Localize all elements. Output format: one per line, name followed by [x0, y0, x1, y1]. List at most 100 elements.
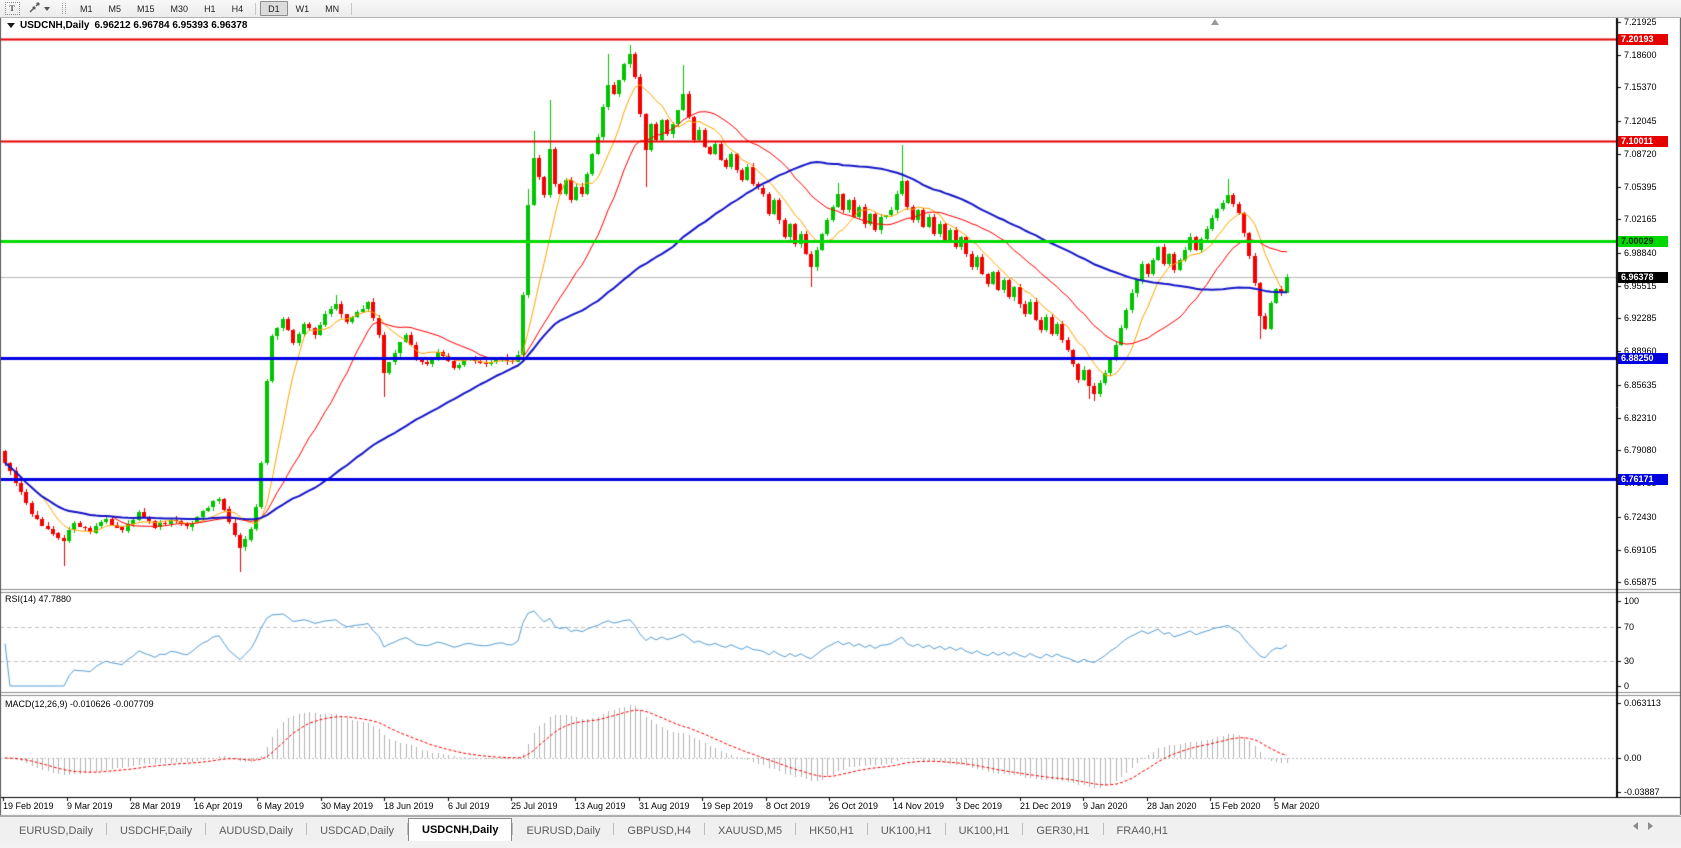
dropdown-caret-icon — [44, 6, 50, 11]
time-axis-label: 19 Sep 2019 — [702, 801, 754, 811]
rsi-scale-tick: 100 — [1624, 596, 1640, 606]
chart-tab-usdchf-daily[interactable]: USDCHF,Daily — [119, 825, 193, 837]
chart-tab-eurusd-daily[interactable]: EURUSD,Daily — [526, 825, 601, 837]
tab-separator — [1102, 823, 1104, 835]
level-line-label: 7.10011 — [1618, 136, 1668, 147]
time-axis-label: 9 Mar 2019 — [67, 801, 113, 811]
timeframe-button-mn[interactable]: MN — [325, 3, 340, 14]
time-axis-label: 18 Jun 2019 — [384, 801, 434, 811]
rsi-scale-tick: 30 — [1624, 656, 1635, 666]
price-axis-tick: 7.21925 — [1624, 17, 1657, 27]
price-axis-tick: 6.88960 — [1624, 346, 1657, 356]
timeframe-button-m15[interactable]: M15 — [137, 3, 155, 14]
chart-tab-bar: EURUSD,Daily USDCHF,Daily AUDUSD,Daily USDC… — [0, 816, 1681, 842]
macd-scale-tick: -0.03887 — [1624, 787, 1660, 797]
price-axis-tick: 6.95515 — [1624, 281, 1657, 291]
tab-separator — [866, 823, 868, 835]
price-axis-tick: 7.02165 — [1624, 214, 1657, 224]
chart-tab-usdcnh-daily[interactable]: USDCNH,Daily — [408, 818, 513, 842]
time-axis-label: 3 Dec 2019 — [956, 801, 1003, 811]
chart-shift-marker-icon[interactable] — [1211, 19, 1219, 25]
timeframe-button-m1[interactable]: M1 — [80, 3, 93, 14]
current-price-label: 6.96378 — [1618, 272, 1668, 283]
time-axis-label: 15 Feb 2020 — [1210, 801, 1261, 811]
tab-separator — [512, 823, 514, 835]
time-axis-label: 21 Dec 2019 — [1020, 801, 1072, 811]
time-axis-label: 19 Feb 2019 — [3, 801, 54, 811]
chart-header: USDCNH,Daily 6.96212 6.96784 6.95393 6.9… — [7, 20, 247, 31]
level-line-label: 6.88250 — [1618, 353, 1668, 364]
time-axis-label: 9 Jan 2020 — [1083, 801, 1128, 811]
ohlc-values: 6.96212 6.96784 6.95393 6.96378 — [94, 20, 248, 31]
chart-tab-gbpusd-h4[interactable]: GBPUSD,H4 — [627, 825, 691, 837]
chart-tab-eurusd-daily[interactable]: EURUSD,Daily — [19, 825, 93, 837]
time-axis-label: 8 Oct 2019 — [766, 801, 811, 811]
tab-separator — [613, 823, 615, 835]
price-axis-tick: 6.85635 — [1624, 380, 1657, 390]
price-axis-tick: 6.69105 — [1624, 545, 1657, 555]
time-axis-label: 6 Jul 2019 — [448, 801, 490, 811]
price-axis-tick: 6.79080 — [1624, 445, 1657, 455]
level-line-label: 7.20193 — [1618, 34, 1668, 45]
chart-menu-triangle-icon[interactable] — [7, 23, 15, 28]
timeframe-button-h4[interactable]: H4 — [231, 3, 244, 14]
tab-separator — [703, 823, 705, 835]
arrows-tool-button[interactable] — [25, 1, 53, 16]
time-axis-label: 31 Aug 2019 — [639, 801, 690, 811]
chart-tab-uk100-h1[interactable]: UK100,H1 — [958, 825, 1010, 837]
toolbar-separator — [351, 2, 353, 15]
chart-tab-uk100-h1[interactable]: UK100,H1 — [880, 825, 932, 837]
level-line-label: 7.00029 — [1618, 236, 1668, 247]
top-toolbar: T M1 M5 M15 M30 H1 H4 D1 W1 MN — [0, 0, 1681, 18]
toolbar-separator — [255, 2, 257, 15]
price-axis-tick: 6.82310 — [1624, 413, 1657, 423]
tabs-scroll-right-icon[interactable] — [1648, 822, 1653, 830]
price-axis-tick: 7.18600 — [1624, 50, 1657, 60]
rsi-scale-tick: 0 — [1624, 681, 1630, 691]
macd-scale-tick: 0.063113 — [1624, 698, 1661, 708]
tab-scroll-controls — [1633, 822, 1653, 830]
text-tool-icon: T — [4, 2, 20, 15]
toolbar-grip[interactable] — [62, 3, 66, 14]
timeframe-button-m5[interactable]: M5 — [108, 3, 122, 14]
tabs-scroll-left-icon[interactable] — [1633, 822, 1638, 830]
time-axis-label: 30 May 2019 — [321, 801, 374, 811]
time-axis-label: 25 Jul 2019 — [511, 801, 558, 811]
time-axis-label: 13 Aug 2019 — [575, 801, 626, 811]
chart-tab-fra40-h1[interactable]: FRA40,H1 — [1116, 825, 1168, 837]
tab-separator — [944, 823, 946, 835]
timeframe-button-d1[interactable]: D1 — [260, 1, 288, 16]
price-axis-tick: 6.65875 — [1624, 577, 1657, 587]
price-axis-tick: 6.92285 — [1624, 313, 1657, 323]
tab-separator — [1022, 823, 1024, 835]
time-axis-label: 16 Apr 2019 — [194, 801, 243, 811]
chart-tab-audusd-daily[interactable]: AUDUSD,Daily — [219, 825, 294, 837]
time-axis-label: 5 Mar 2020 — [1274, 801, 1320, 811]
rsi-indicator-label: RSI(14) 47.7880 — [5, 594, 72, 604]
arrows-tool-icon — [28, 1, 41, 16]
timeframe-button-h1[interactable]: H1 — [204, 3, 216, 14]
timeframe-button-w1[interactable]: W1 — [295, 3, 310, 14]
text-label-tool-button[interactable]: T — [1, 2, 23, 16]
price-axis-tick: 7.15370 — [1624, 82, 1657, 92]
chart-tab-hk50-h1[interactable]: HK50,H1 — [809, 825, 854, 837]
tab-separator — [795, 823, 797, 835]
tab-separator — [306, 823, 308, 835]
timeframe-button-group: M1 M5 M15 M30 H1 H4 D1 W1 MN — [72, 1, 356, 16]
level-line-label: 6.76171 — [1618, 474, 1668, 485]
chart-tab-xauusd-m5[interactable]: XAUUSD,M5 — [717, 825, 783, 837]
timeframe-button-m30[interactable]: M30 — [170, 3, 189, 14]
tab-separator — [407, 823, 409, 835]
macd-indicator-label: MACD(12,26,9) -0.010626 -0.007709 — [5, 699, 154, 709]
rsi-scale-tick: 70 — [1624, 622, 1635, 632]
time-axis-label: 28 Mar 2019 — [130, 801, 181, 811]
macd-scale-tick: 0.00 — [1624, 753, 1642, 763]
status-strip — [0, 841, 1681, 848]
chart-tab-ger30-h1[interactable]: GER30,H1 — [1036, 825, 1090, 837]
price-axis-tick: 7.05395 — [1624, 182, 1657, 192]
chart-tab-usdcad-daily[interactable]: USDCAD,Daily — [320, 825, 395, 837]
time-axis-label: 26 Oct 2019 — [829, 801, 879, 811]
price-axis-tick: 7.08720 — [1624, 149, 1657, 159]
